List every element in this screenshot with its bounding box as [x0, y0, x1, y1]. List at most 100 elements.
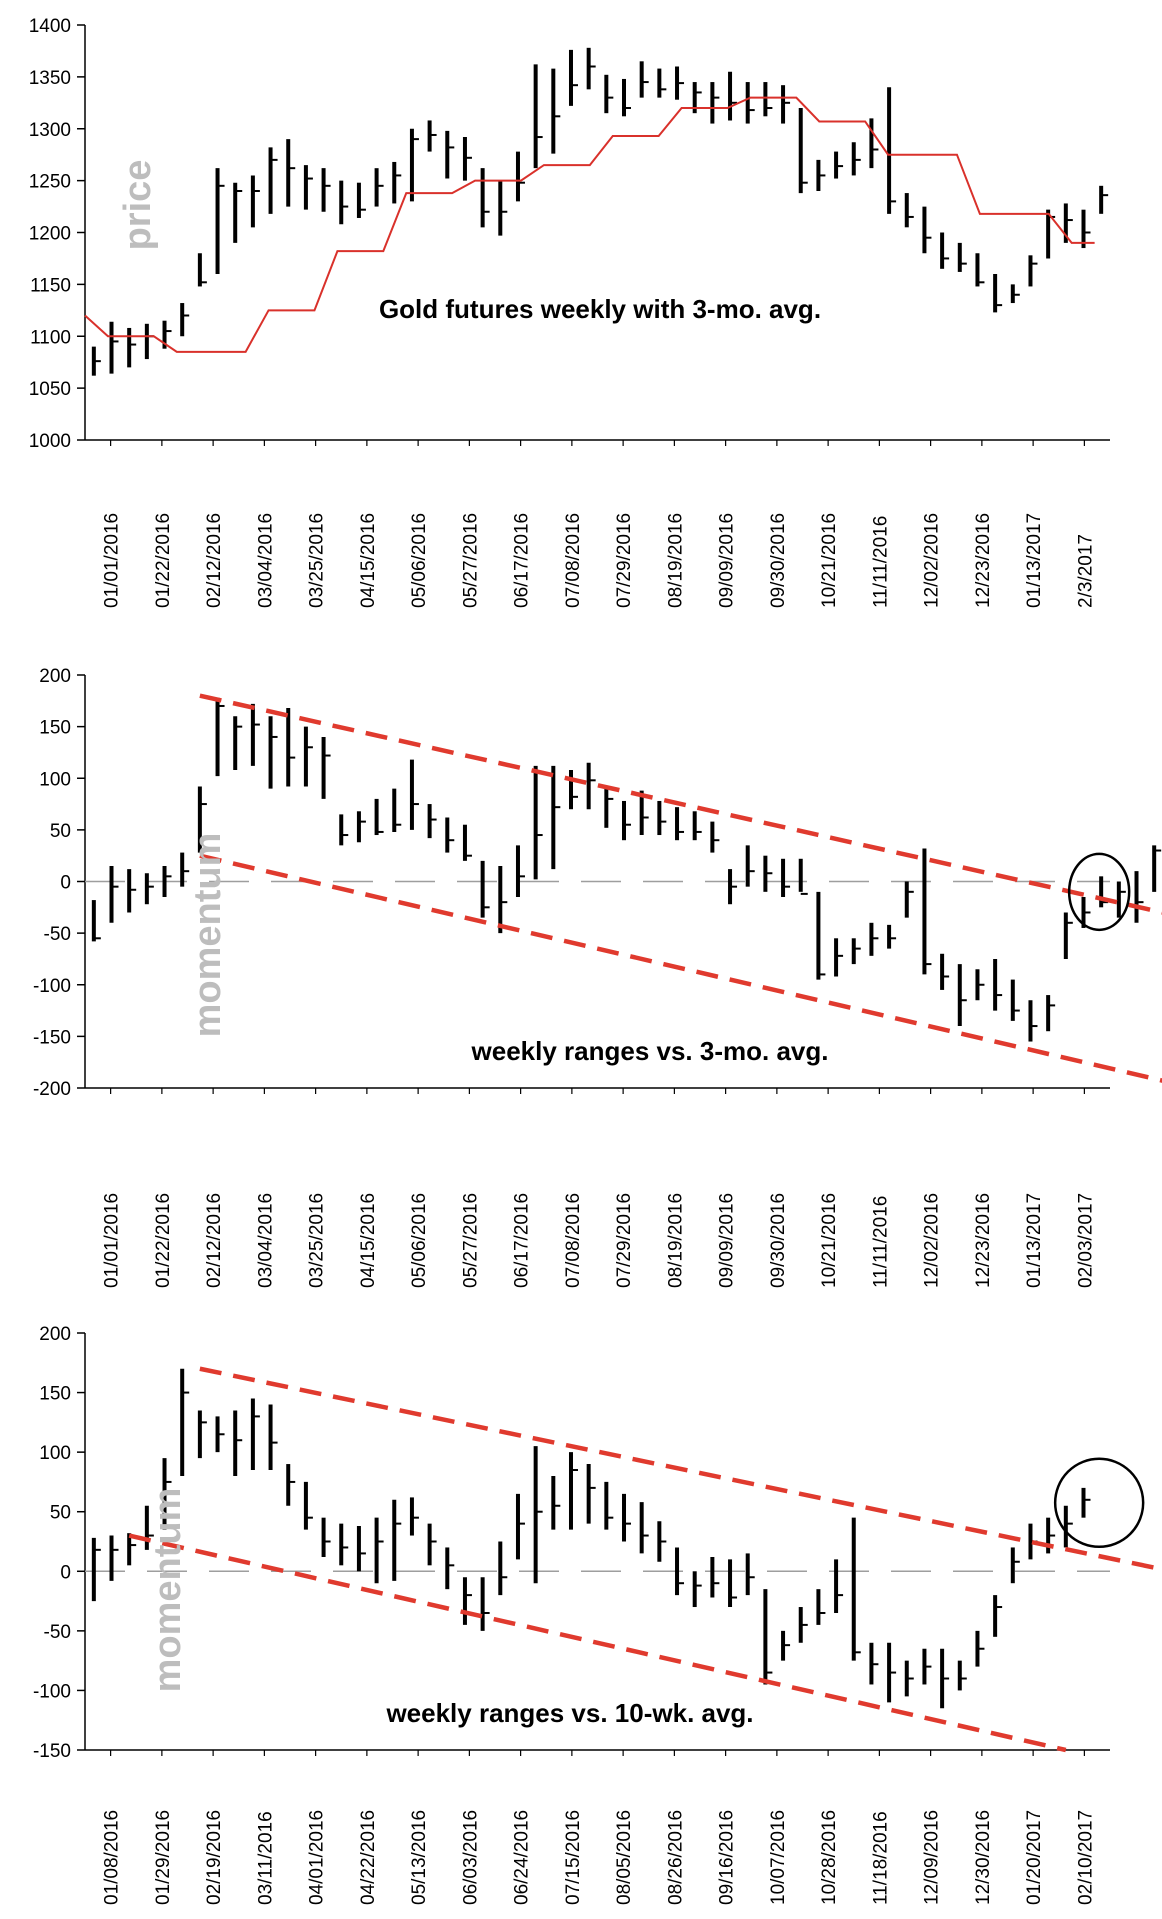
y-tick-label: 1050 — [29, 379, 71, 400]
chart-title: weekly ranges vs. 10-wk. avg. — [385, 1698, 753, 1728]
x-tick-label: 12/30/2016 — [973, 1810, 994, 1905]
x-tick-label: 04/15/2016 — [358, 513, 379, 608]
trend-line-lower — [199, 853, 1162, 1083]
x-tick-label: 01/29/2016 — [153, 1810, 174, 1905]
y-tick-label: 150 — [39, 1384, 71, 1405]
x-tick-label: 09/16/2016 — [717, 1810, 738, 1905]
y-tick-label: 0 — [60, 1562, 71, 1583]
x-tick-label: 08/19/2016 — [665, 513, 686, 608]
x-tick-label: 2/3/2017 — [1075, 534, 1096, 608]
x-tick-label: 04/15/2016 — [358, 1193, 379, 1288]
x-tick-label: 05/06/2016 — [409, 513, 430, 608]
x-tick-label: 02/12/2016 — [204, 513, 225, 608]
x-tick-label: 01/01/2016 — [102, 1193, 123, 1288]
x-tick-label: 12/09/2016 — [922, 1810, 943, 1905]
y-tick-label: 100 — [39, 769, 71, 790]
x-tick-label: 05/27/2016 — [460, 513, 481, 608]
chart-title: weekly ranges vs. 3-mo. avg. — [471, 1036, 829, 1066]
y-tick-label: -150 — [33, 1027, 71, 1048]
x-tick-label: 06/24/2016 — [512, 1810, 533, 1905]
x-tick-label: 10/21/2016 — [819, 513, 840, 608]
y-tick-label: 50 — [50, 821, 71, 842]
y-tick-label: -100 — [33, 1681, 71, 1702]
highlight-circle — [1053, 1457, 1145, 1549]
x-tick-label: 02/12/2016 — [204, 1193, 225, 1288]
trend-line-upper — [199, 693, 1162, 915]
y-tick-label: 200 — [39, 1324, 71, 1345]
x-tick-label: 11/11/2016 — [870, 1196, 891, 1288]
x-tick-label: 02/19/2016 — [204, 1810, 225, 1905]
highlight-circle — [1067, 852, 1131, 932]
y-tick-label: 1200 — [29, 224, 71, 245]
y-tick-label: 1100 — [30, 327, 71, 348]
x-tick-label: 01/22/2016 — [153, 1193, 174, 1288]
y-side-label: momentum — [147, 1488, 189, 1693]
y-tick-label: 1150 — [30, 275, 71, 296]
x-tick-label: 01/20/2017 — [1024, 1810, 1045, 1905]
x-tick-label: 03/04/2016 — [255, 513, 276, 608]
x-tick-label: 06/17/2016 — [512, 513, 533, 608]
y-tick-label: 1000 — [29, 431, 71, 452]
y-tick-label: 1300 — [29, 120, 71, 141]
y-tick-label: 1400 — [29, 16, 71, 37]
x-tick-label: 06/17/2016 — [512, 1193, 533, 1288]
y-tick-label: 1250 — [29, 172, 71, 193]
trend-line-upper — [199, 1366, 1162, 1572]
y-tick-label: 100 — [39, 1443, 71, 1464]
x-tick-label: 03/25/2016 — [307, 513, 328, 608]
chart-panel-1: 1000 1050 1100 1150 1200 1250 1300 1350 1400 01/0… — [29, 16, 1110, 608]
trend-line-lower — [128, 1533, 1067, 1753]
x-tick-label: 01/13/2017 — [1024, 1193, 1045, 1288]
x-tick-label: 01/08/2016 — [102, 1810, 123, 1905]
x-tick-label: 09/09/2016 — [717, 513, 738, 608]
y-tick-label: 1350 — [29, 68, 71, 89]
x-tick-label: 01/01/2016 — [102, 513, 123, 608]
chart-title: Gold futures weekly with 3-mo. avg. — [379, 294, 821, 324]
y-tick-label: 150 — [39, 718, 71, 739]
x-tick-label: 08/05/2016 — [614, 1810, 635, 1905]
x-tick-label: 12/23/2016 — [973, 513, 994, 608]
x-tick-label: 09/09/2016 — [717, 1193, 738, 1288]
x-tick-label: 07/08/2016 — [563, 1193, 584, 1288]
y-tick-label: -100 — [33, 976, 71, 997]
y-side-label: momentum — [187, 833, 229, 1038]
y-tick-label: 200 — [39, 666, 71, 687]
x-tick-label: 09/30/2016 — [768, 513, 789, 608]
x-tick-label: 05/06/2016 — [409, 1193, 430, 1288]
avg-line — [84, 96, 1095, 353]
x-tick-label: 03/04/2016 — [255, 1193, 276, 1288]
x-tick-label: 07/29/2016 — [614, 1193, 635, 1288]
y-tick-label: 0 — [60, 873, 71, 894]
y-tick-label: -150 — [33, 1741, 71, 1762]
x-tick-label: 02/10/2017 — [1075, 1810, 1096, 1905]
y-tick-label: -50 — [44, 1622, 71, 1643]
x-tick-label: 10/07/2016 — [768, 1810, 789, 1905]
x-tick-label: 01/13/2017 — [1024, 513, 1045, 608]
x-tick-label: 11/18/2016 — [870, 1811, 891, 1905]
x-tick-label: 04/22/2016 — [358, 1810, 379, 1905]
x-tick-label: 05/27/2016 — [460, 1193, 481, 1288]
chart-panel-2: -200 -150 -100 -50 0 50 100 150 200 01/01/2016 01/… — [33, 666, 1162, 1288]
x-tick-label: 02/03/2017 — [1075, 1193, 1096, 1288]
y-side-label: price — [117, 160, 159, 251]
x-tick-label: 03/11/2016 — [255, 1811, 276, 1905]
chart-panel-3: -150 -100 -50 0 50 100 150 200 01/08/2016 01/29/2… — [33, 1324, 1162, 1905]
x-tick-label: 08/26/2016 — [665, 1810, 686, 1905]
x-tick-label: 07/15/2016 — [563, 1810, 584, 1905]
x-tick-label: 10/21/2016 — [819, 1193, 840, 1288]
y-tick-label: -200 — [33, 1079, 71, 1100]
x-tick-label: 03/25/2016 — [307, 1193, 328, 1288]
x-tick-label: 08/19/2016 — [665, 1193, 686, 1288]
x-tick-label: 04/01/2016 — [307, 1810, 328, 1905]
x-tick-label: 11/11/2016 — [870, 516, 891, 608]
y-tick-label: 50 — [50, 1503, 71, 1524]
x-tick-label: 06/03/2016 — [460, 1810, 481, 1905]
x-tick-label: 12/02/2016 — [922, 513, 943, 608]
x-tick-label: 09/30/2016 — [768, 1193, 789, 1288]
x-tick-label: 05/13/2016 — [409, 1810, 430, 1905]
x-tick-label: 12/02/2016 — [922, 1193, 943, 1288]
x-tick-label: 01/22/2016 — [153, 513, 174, 608]
x-tick-label: 07/29/2016 — [614, 513, 635, 608]
